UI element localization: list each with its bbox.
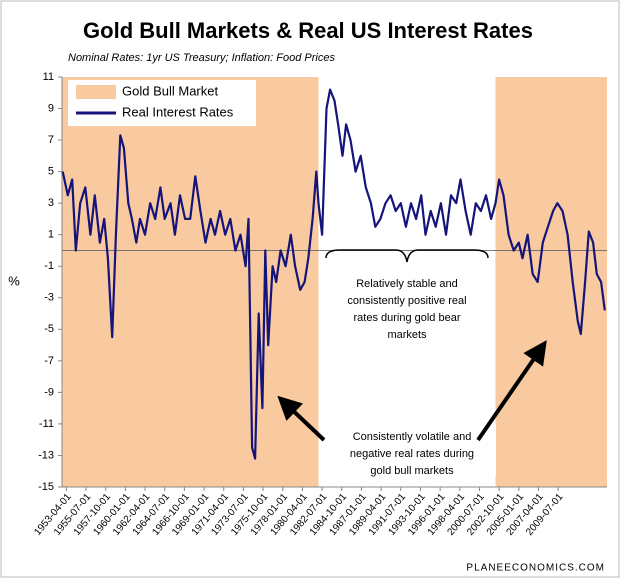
series-line bbox=[61, 88, 606, 460]
shaded-period bbox=[495, 77, 607, 487]
footer: PLANEECONOMICS.COM bbox=[466, 563, 605, 574]
annotation-text: markets bbox=[387, 329, 427, 341]
y-tick-label: -11 bbox=[39, 418, 54, 430]
legend-label: Gold Bull Market bbox=[122, 83, 218, 98]
annotation-box bbox=[328, 424, 496, 476]
y-tick-label: -1 bbox=[44, 260, 54, 272]
annotation-text: Consistently volatile and bbox=[353, 431, 472, 443]
arrow bbox=[476, 340, 547, 442]
y-tick-label: 11 bbox=[43, 71, 54, 83]
legend-label: Real Interest Rates bbox=[122, 104, 234, 119]
legend: Gold Bull Market Real Interest Rates bbox=[68, 80, 256, 126]
y-tick-label: 5 bbox=[48, 166, 54, 178]
annotation-text: consistently positive real bbox=[347, 295, 466, 307]
chart-subtitle: Nominal Rates: 1yr US Treasury; Inflatio… bbox=[68, 52, 335, 64]
y-tick-label: -3 bbox=[44, 292, 54, 304]
y-tick-label: -15 bbox=[38, 481, 54, 493]
y-axis-label: % bbox=[8, 273, 20, 288]
arrow bbox=[277, 395, 326, 442]
annotation-text: rates during gold bear bbox=[353, 312, 460, 324]
annotation-text: gold bull markets bbox=[370, 465, 454, 477]
y-tick-label: -13 bbox=[38, 449, 54, 461]
y-tick-label: 7 bbox=[48, 134, 54, 146]
legend-swatch bbox=[76, 85, 116, 99]
y-tick-label: 9 bbox=[48, 102, 54, 114]
shaded-period bbox=[62, 77, 319, 487]
y-tick-label: -9 bbox=[44, 386, 54, 398]
brace bbox=[325, 249, 489, 263]
chart-title: Gold Bull Markets & Real US Interest Rat… bbox=[83, 18, 533, 43]
y-tick-label: -7 bbox=[44, 355, 54, 367]
shading-layer bbox=[62, 77, 607, 487]
annotation-text: Relatively stable and bbox=[356, 278, 458, 290]
annotation: Consistently volatile and negative real r… bbox=[350, 431, 474, 477]
axis-layer: -15-13-11-9-7-5-3-113579111953-04-011955… bbox=[32, 71, 607, 538]
annotation: Relatively stable and consistently positi… bbox=[347, 278, 466, 341]
y-tick-label: 3 bbox=[48, 197, 54, 209]
annotation-text: negative real rates during bbox=[350, 448, 474, 460]
line-layer bbox=[61, 88, 606, 460]
y-tick-label: -5 bbox=[44, 323, 54, 335]
y-tick-label: 1 bbox=[48, 229, 54, 241]
